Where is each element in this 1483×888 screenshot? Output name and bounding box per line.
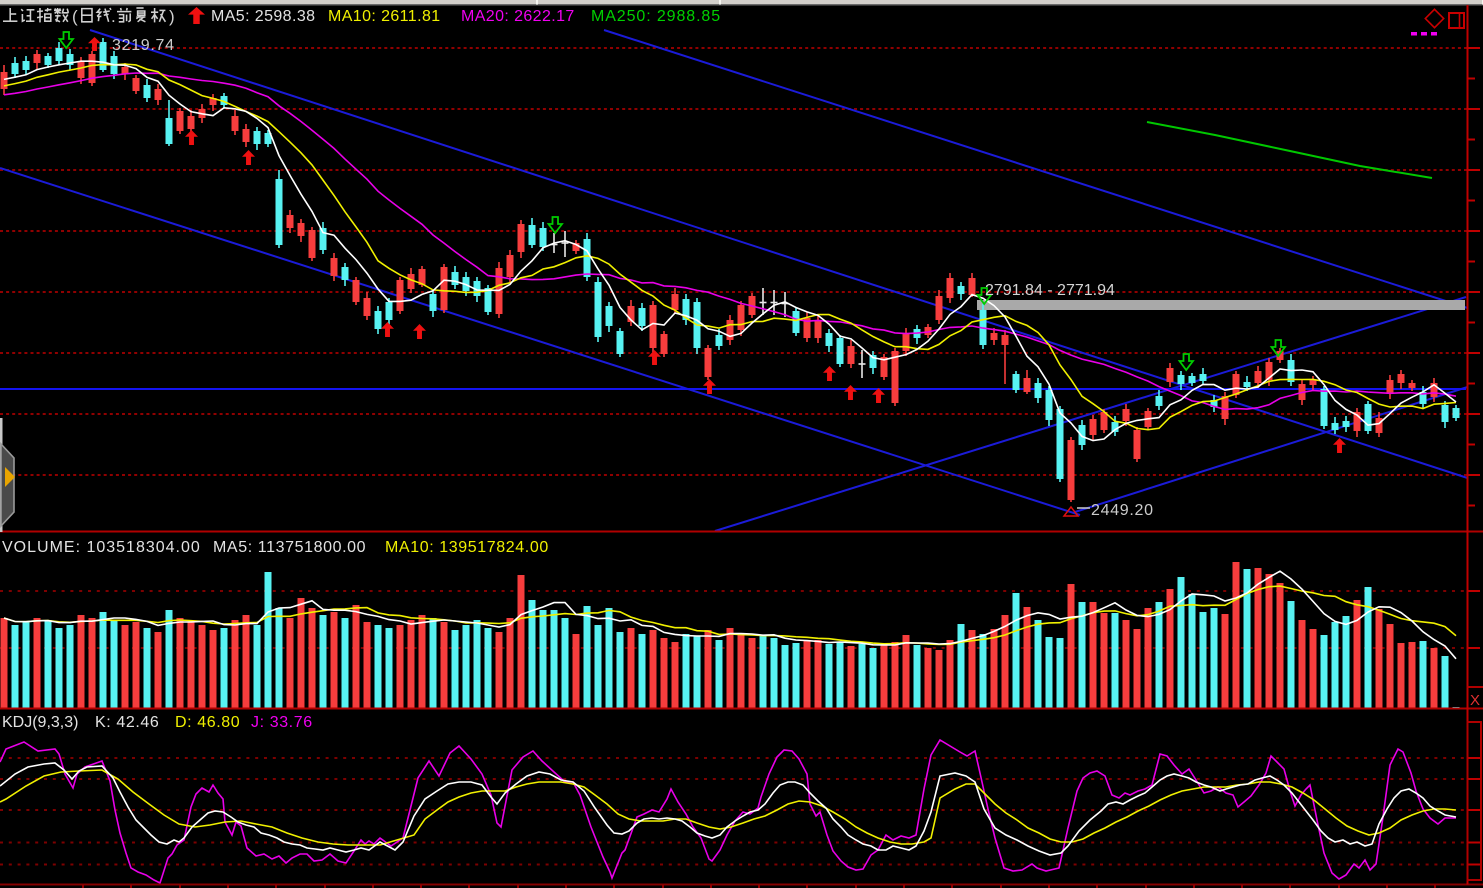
svg-text:KDJ(9,3,3): KDJ(9,3,3) [2,714,78,731]
svg-text:.: . [111,7,116,26]
svg-text:VOLUME: 103518304.00: VOLUME: 103518304.00 [2,539,201,556]
svg-text:K: 42.46: K: 42.46 [95,714,159,731]
svg-text:3219.74: 3219.74 [112,37,175,54]
svg-text:J: 33.76: J: 33.76 [251,714,313,731]
svg-text:MA10: 139517824.00: MA10: 139517824.00 [385,539,549,556]
svg-text:MA250: 2988.85: MA250: 2988.85 [591,8,721,25]
svg-text:MA5: 113751800.00: MA5: 113751800.00 [213,539,366,556]
svg-text:X: X [1470,692,1480,709]
svg-text:MA20: 2622.17: MA20: 2622.17 [461,8,575,25]
svg-text:): ) [169,7,175,26]
svg-text:MA5: 2598.38: MA5: 2598.38 [211,8,315,25]
svg-text:2791.84 - 2771.94: 2791.84 - 2771.94 [985,282,1115,299]
svg-text:MA10: 2611.81: MA10: 2611.81 [328,8,441,25]
svg-text:2449.20: 2449.20 [1091,502,1154,519]
svg-text:(: ( [72,7,78,26]
svg-text:D: 46.80: D: 46.80 [175,714,240,731]
